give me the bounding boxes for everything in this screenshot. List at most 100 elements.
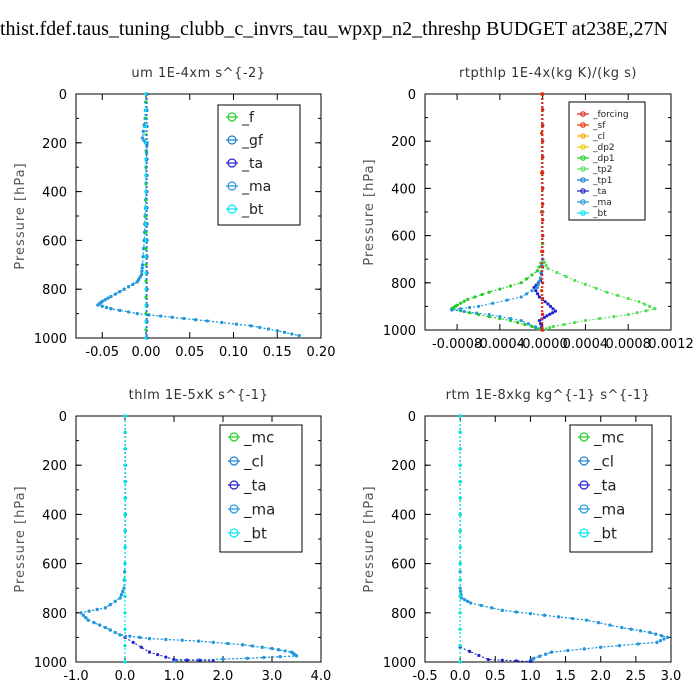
data-point [491,301,495,305]
legend-label: _ta [592,187,607,197]
legend-label: _cl [593,452,614,471]
data-point [458,529,462,533]
data-point [185,658,189,662]
data-point [123,578,127,582]
y-tick-label: 800 [42,607,67,622]
data-point [514,659,518,663]
data-point [542,613,547,617]
legend-marker [580,155,586,161]
legend-marker [580,122,586,128]
legend-label: _dp1 [592,154,615,164]
y-tick-label: 200 [42,137,67,152]
legend: _forcing_sf_cl_dp2_dp1_tp2_tp1_ta_ma_bt [568,101,646,221]
data-point [156,653,160,657]
data-point [144,287,148,291]
legend-marker [229,456,239,466]
data-point [617,644,622,648]
data-point [135,280,139,284]
y-tick-label: 1000 [383,324,416,339]
y-tick-label: 1000 [383,656,416,671]
data-point [205,319,209,323]
legend-label: _f [241,110,255,126]
data-point [109,294,113,299]
data-point [123,430,127,434]
chart-panel-1: um 1E-4xm s^{-2} Pressure [hPa] 0 200 400 600… [13,66,335,360]
data-point [466,599,470,603]
data-point [211,659,215,663]
data-point [458,414,462,418]
data-point [144,141,148,145]
series-line-1 [542,94,657,331]
data-point [144,320,148,324]
data-point [226,641,230,646]
data-point [544,327,548,331]
legend-label: _bt [243,524,267,543]
data-point [487,290,491,294]
data-point [458,660,462,664]
series-line-2 [96,93,300,337]
legend-marker [580,166,586,172]
x-tick-label: -0.5 [412,669,437,684]
data-point [450,308,454,312]
data-point [96,303,100,307]
data-point [571,616,575,621]
y-tick-label: 200 [391,135,416,150]
data-point [198,658,202,662]
data-point [144,336,148,340]
data-point [141,255,145,259]
data-point [164,637,168,642]
data-point [599,645,603,649]
y-tick-label: 1000 [34,332,67,347]
data-point [144,108,148,112]
x-tick-label: 2.0 [213,669,234,684]
x-tick-label: 0.0008 [605,337,651,352]
data-point [594,286,598,290]
data-point [98,623,102,627]
legend-label: _ma [241,179,271,195]
x-tick-label: 0.00 [132,345,161,360]
data-point [458,627,462,631]
data-point [620,625,624,630]
data-point [458,447,462,451]
legend-marker [227,181,237,191]
data-point [144,279,148,283]
legend-marker [580,111,586,117]
x-tick-label: 0.0 [450,669,471,684]
x-tick-label: -0.0008 [432,337,482,352]
legend-label: _bt [241,202,264,218]
legend-marker [580,199,586,205]
data-point [480,293,484,297]
legend-label: _bt [593,524,617,543]
y-tick-label: 600 [391,558,416,573]
legend-marker [229,432,239,442]
x-tick-label: -1.0 [63,669,88,684]
data-point [123,644,127,648]
data-point [249,324,253,328]
chart-title: rtm 1E-8xkg kg^{-1} s^{-1} [446,388,651,403]
chart-panel-2: rtpthlp 1E-4x(kg K)/(kg s) Pressure [hPa]… [362,66,694,352]
chart-panel-4: rtm 1E-8xkg kg^{-1} s^{-1} Pressure [hPa]… [362,388,681,684]
legend-marker [580,133,586,139]
data-point [544,263,548,268]
data-point [486,657,490,662]
legend-label: _ma [592,198,612,208]
data-point [665,635,670,640]
legend-label: _bt [592,209,607,219]
data-point [635,311,639,315]
data-point [473,295,477,299]
data-point [79,611,83,615]
x-tick-label: 3.0 [661,669,682,684]
data-point [122,287,126,291]
data-point [573,320,577,325]
legend: _mc _cl _ta _ma _bt [219,424,303,553]
data-point [139,645,143,649]
data-point [519,281,523,285]
data-point [566,648,570,653]
data-point [596,621,600,625]
data-point [282,330,287,334]
data-point [626,296,630,301]
data-point [475,311,479,315]
data-point [539,249,544,253]
legend-marker [229,480,239,490]
